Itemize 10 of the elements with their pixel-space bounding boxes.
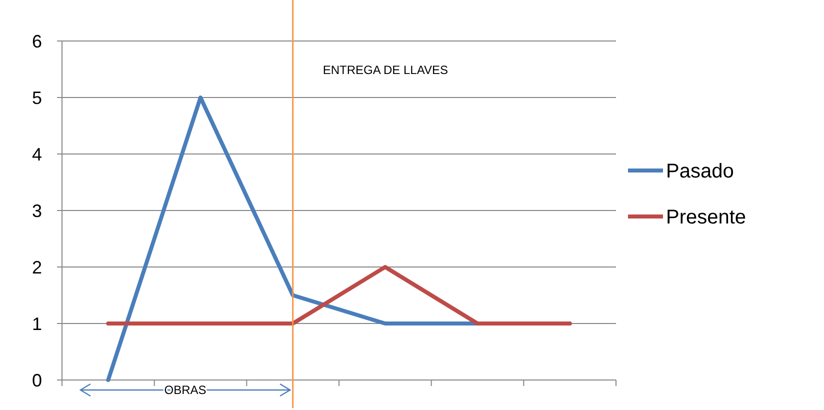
y-tick-label: 1 bbox=[32, 314, 42, 334]
y-tick-label: 6 bbox=[32, 31, 42, 52]
legend-label: Presente bbox=[666, 206, 746, 228]
legend-label: Pasado bbox=[666, 160, 734, 182]
y-tick-label: 2 bbox=[32, 257, 42, 278]
y-tick-label: 5 bbox=[32, 88, 42, 108]
y-tick-label: 0 bbox=[32, 370, 42, 390]
y-tick-label: 3 bbox=[32, 200, 42, 221]
annotation: ENTREGA DE LLAVES bbox=[322, 63, 448, 77]
y-tick-label: 4 bbox=[32, 144, 42, 164]
